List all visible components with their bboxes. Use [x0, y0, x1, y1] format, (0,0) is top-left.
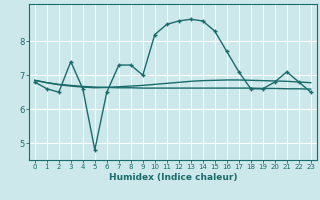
X-axis label: Humidex (Indice chaleur): Humidex (Indice chaleur): [108, 173, 237, 182]
